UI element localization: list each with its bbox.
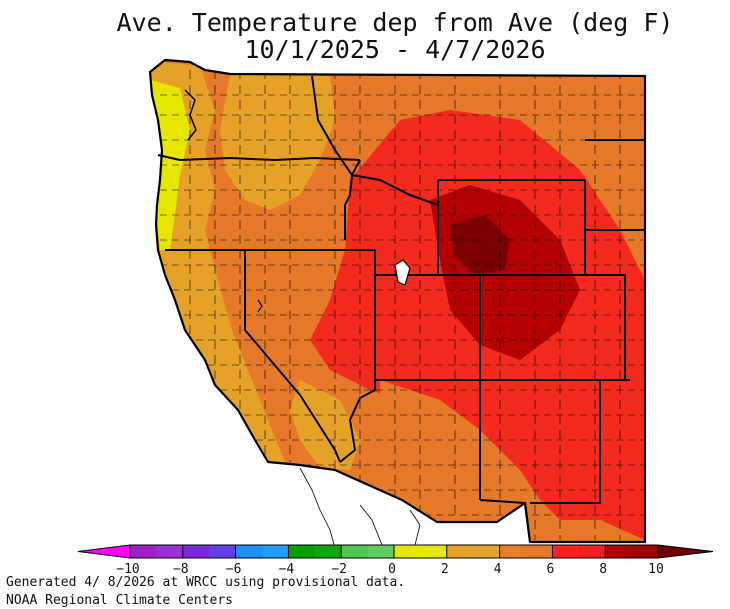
legend-bin-20 bbox=[631, 545, 659, 558]
legend-tick-label-1: −8 bbox=[173, 562, 189, 577]
legend-tick-label-9: 8 bbox=[599, 562, 607, 577]
field-coast-yellow bbox=[150, 80, 190, 250]
legend-tick-label-2: −6 bbox=[226, 562, 242, 577]
legend-tick-label-6: 2 bbox=[441, 562, 449, 577]
legend-bin-2 bbox=[156, 545, 184, 558]
legend-bin-11 bbox=[394, 545, 421, 558]
legend-tick-label-3: −4 bbox=[279, 562, 295, 577]
legend-bin-14 bbox=[473, 545, 501, 558]
coastline bbox=[148, 58, 647, 544]
legend-bin-3 bbox=[182, 545, 210, 558]
field-southern-band bbox=[290, 380, 360, 470]
shaded-departure-field bbox=[150, 60, 645, 542]
gulf-coast bbox=[359, 504, 383, 546]
legend-tick-label-0: −10 bbox=[116, 562, 139, 577]
legend-tick-label-7: 4 bbox=[494, 562, 502, 577]
baja-coast bbox=[299, 467, 336, 549]
legend-bin-12 bbox=[420, 545, 448, 558]
legend-bins bbox=[77, 544, 714, 559]
field-se-corner bbox=[590, 360, 645, 540]
lake-tahoe bbox=[257, 299, 263, 313]
legend-bin-1 bbox=[130, 545, 157, 558]
legend-bin-0 bbox=[78, 545, 130, 558]
legend-ticks: −10 −8 −6 −4 −2 0 2 4 6 8 10 bbox=[116, 545, 664, 577]
legend-bin-19 bbox=[605, 545, 633, 558]
generated-note: Generated 4/ 8/2026 at WRCC using provis… bbox=[6, 575, 406, 590]
legend-bin-16 bbox=[526, 545, 553, 558]
ca-nv-border bbox=[244, 250, 341, 463]
field-wy-basin-core bbox=[450, 215, 510, 275]
mexico-outline bbox=[299, 467, 421, 549]
temperature-departure-map bbox=[148, 58, 647, 549]
sonora-outline bbox=[409, 509, 421, 546]
co-ks-border bbox=[585, 274, 626, 380]
field-ne-corner bbox=[580, 76, 645, 230]
legend-bin-5 bbox=[235, 545, 263, 558]
field-cascades-band bbox=[220, 75, 335, 210]
legend-bin-18 bbox=[578, 545, 606, 558]
county-grid-horizontal bbox=[160, 94, 645, 516]
puget-sound bbox=[184, 89, 197, 141]
legend-tick-label-4: −2 bbox=[331, 562, 347, 577]
county-lines bbox=[160, 70, 645, 540]
legend-bin-8 bbox=[314, 545, 342, 558]
legend-bin-10 bbox=[367, 545, 395, 558]
wa-or-border bbox=[157, 154, 361, 161]
legend-bin-17 bbox=[552, 545, 580, 558]
date-range-title: 10/1/2025 - 4/7/2026 bbox=[244, 35, 546, 64]
source-note: NOAA Regional Climate Centers bbox=[6, 593, 233, 608]
legend-bin-21 bbox=[658, 545, 713, 558]
legend-bin-13 bbox=[446, 545, 474, 558]
or-id-border bbox=[344, 159, 361, 240]
id-mt-border bbox=[311, 75, 439, 206]
legend-bin-4 bbox=[209, 545, 237, 558]
great-salt-lake bbox=[394, 259, 411, 286]
legend-tick-label-10: 10 bbox=[648, 562, 664, 577]
legend-tick-label-5: 0 bbox=[388, 562, 396, 577]
legend-bin-9 bbox=[341, 545, 369, 558]
legend-bin-15 bbox=[499, 545, 527, 558]
legend-tick-label-8: 6 bbox=[546, 562, 554, 577]
map-title: Ave. Temperature dep from Ave (deg F) bbox=[116, 8, 674, 37]
legend-bin-6 bbox=[262, 545, 289, 558]
county-grid-vertical bbox=[189, 70, 621, 540]
legend-bin-7 bbox=[288, 545, 316, 558]
